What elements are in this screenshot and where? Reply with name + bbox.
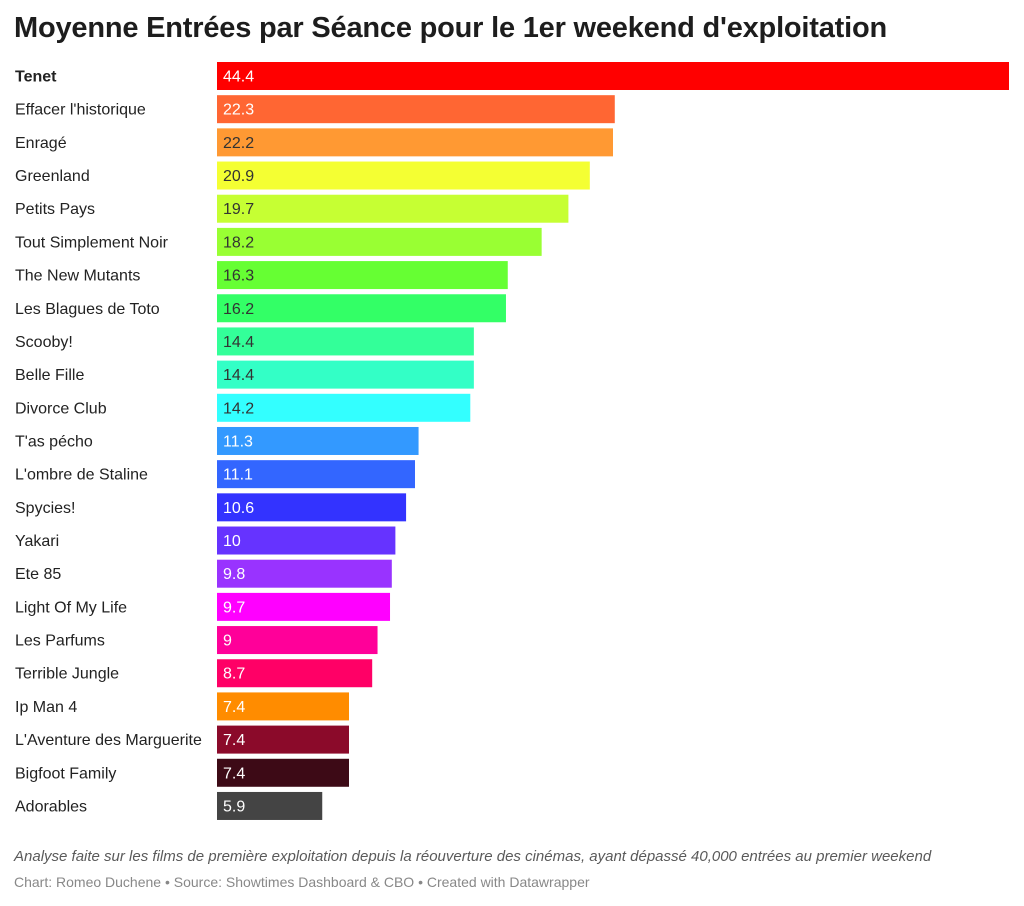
bar bbox=[217, 294, 506, 323]
value-label: 10.6 bbox=[223, 500, 254, 517]
category-label: Tenet bbox=[15, 69, 57, 86]
bar bbox=[217, 128, 613, 157]
category-label: Bigfoot Family bbox=[15, 765, 116, 782]
bar bbox=[217, 95, 615, 124]
category-label: Scooby! bbox=[15, 334, 73, 351]
bar-chart: Tenet 44.4 Effacer l'historique 22.3 Enragé 2… bbox=[15, 62, 1009, 820]
value-label: 44.4 bbox=[223, 69, 254, 86]
chart-credits: Chart: Romeo Duchene • Source: Showtimes… bbox=[14, 874, 590, 890]
bar bbox=[217, 327, 474, 356]
category-label: Les Blagues de Toto bbox=[15, 301, 160, 318]
category-label: Belle Fille bbox=[15, 367, 84, 384]
category-label: The New Mutants bbox=[15, 268, 140, 285]
value-label: 16.2 bbox=[223, 301, 254, 318]
category-label: Ete 85 bbox=[15, 566, 61, 583]
value-label: 20.9 bbox=[223, 168, 254, 185]
value-label: 11.1 bbox=[223, 467, 253, 484]
category-label: Yakari bbox=[15, 533, 59, 550]
value-label: 9 bbox=[223, 633, 232, 650]
chart-title: Moyenne Entrées par Séance pour le 1er w… bbox=[14, 12, 888, 44]
category-label: Adorables bbox=[15, 798, 87, 815]
bar bbox=[217, 659, 373, 688]
value-label: 22.2 bbox=[223, 135, 254, 152]
value-label: 16.3 bbox=[223, 268, 254, 285]
value-label: 8.7 bbox=[223, 666, 245, 683]
bar bbox=[217, 261, 508, 290]
bar bbox=[217, 493, 407, 522]
bar bbox=[217, 758, 349, 787]
category-label: L'ombre de Staline bbox=[15, 467, 148, 484]
value-label: 14.2 bbox=[223, 400, 254, 417]
footnote: Analyse faite sur les films de première … bbox=[14, 848, 932, 865]
value-label: 7.4 bbox=[223, 765, 245, 782]
bar bbox=[217, 393, 471, 422]
bar bbox=[217, 194, 569, 223]
value-label: 14.4 bbox=[223, 367, 254, 384]
value-label: 9.7 bbox=[223, 599, 245, 616]
value-label: 9.8 bbox=[223, 566, 245, 583]
category-label: Divorce Club bbox=[15, 400, 107, 417]
bar bbox=[217, 626, 378, 655]
bar bbox=[217, 692, 349, 721]
bar bbox=[217, 161, 590, 190]
bar bbox=[217, 725, 349, 754]
bar bbox=[217, 227, 542, 256]
category-label: T'as pécho bbox=[15, 433, 93, 450]
bar bbox=[217, 360, 474, 389]
bar bbox=[217, 559, 392, 588]
bar bbox=[217, 460, 415, 489]
category-label: Greenland bbox=[15, 168, 90, 185]
bar bbox=[217, 592, 391, 621]
value-label: 7.4 bbox=[223, 732, 245, 749]
category-label: Spycies! bbox=[15, 500, 75, 517]
bar bbox=[217, 791, 323, 820]
value-label: 18.2 bbox=[223, 234, 254, 251]
value-label: 22.3 bbox=[223, 102, 254, 119]
category-label: Enragé bbox=[15, 135, 67, 152]
category-label: Effacer l'historique bbox=[15, 102, 146, 119]
bar bbox=[217, 62, 1009, 90]
value-label: 5.9 bbox=[223, 798, 245, 815]
value-label: 14.4 bbox=[223, 334, 254, 351]
category-label: Les Parfums bbox=[15, 633, 105, 650]
value-label: 10 bbox=[223, 533, 241, 550]
value-label: 11.3 bbox=[223, 433, 253, 450]
value-label: 7.4 bbox=[223, 699, 245, 716]
category-label: Light Of My Life bbox=[15, 599, 127, 616]
bar bbox=[217, 426, 419, 455]
bar bbox=[217, 526, 396, 555]
category-label: Terrible Jungle bbox=[15, 666, 119, 683]
category-label: Tout Simplement Noir bbox=[15, 234, 169, 251]
category-label: Ip Man 4 bbox=[15, 699, 77, 716]
value-label: 19.7 bbox=[223, 201, 254, 218]
category-label: L'Aventure des Marguerite bbox=[15, 732, 202, 749]
category-label: Petits Pays bbox=[15, 201, 95, 218]
